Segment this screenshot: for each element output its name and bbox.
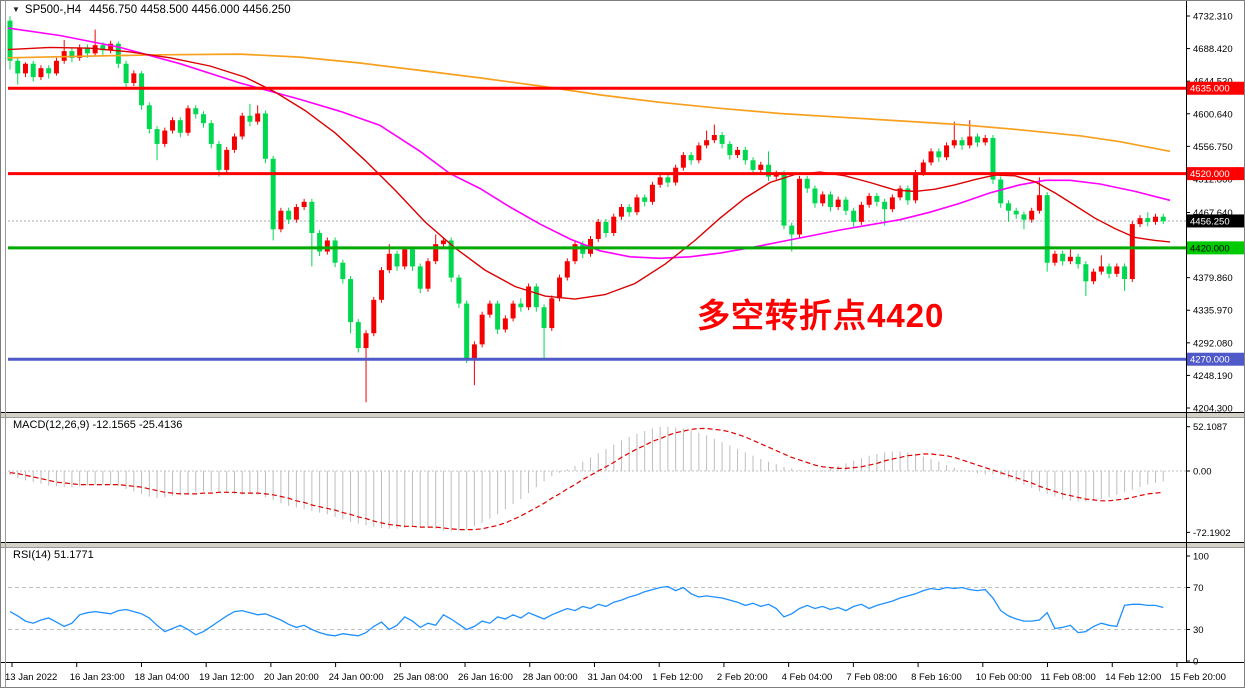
svg-text:4379.860: 4379.860 bbox=[1193, 273, 1233, 284]
svg-text:100: 100 bbox=[1193, 552, 1209, 563]
svg-text:8 Feb 16:00: 8 Feb 16:00 bbox=[911, 672, 962, 683]
main-price-panel bbox=[7, 16, 1186, 403]
ma-orange-line bbox=[7, 53, 1171, 153]
svg-text:20 Jan 20:00: 20 Jan 20:00 bbox=[264, 672, 319, 683]
svg-text:4248.190: 4248.190 bbox=[1193, 371, 1233, 382]
svg-text:4467.640: 4467.640 bbox=[1193, 208, 1233, 219]
svg-text:4292.080: 4292.080 bbox=[1193, 338, 1233, 349]
svg-text:16 Jan 23:00: 16 Jan 23:00 bbox=[70, 672, 125, 683]
svg-text:4688.420: 4688.420 bbox=[1193, 44, 1233, 55]
current-price-badge bbox=[1187, 214, 1244, 228]
symbol-timeframe-label: SP500-,H4 bbox=[24, 4, 82, 16]
svg-text:18 Jan 04:00: 18 Jan 04:00 bbox=[134, 672, 189, 683]
svg-text:4520.000: 4520.000 bbox=[1190, 169, 1230, 180]
svg-text:2 Feb 20:00: 2 Feb 20:00 bbox=[717, 672, 768, 683]
svg-text:31 Jan 04:00: 31 Jan 04:00 bbox=[587, 672, 642, 683]
macd-axis: 52.1087 0.00 -72.1902 bbox=[1186, 422, 1231, 539]
chart-header: ▼ SP500-,H4 4456.750 4458.500 4456.000 445… bbox=[12, 4, 291, 16]
chevron-down-icon[interactable]: ▼ bbox=[12, 5, 20, 14]
rsi-axis: 100 70 30 0 bbox=[1186, 552, 1209, 668]
macd-signal-line bbox=[9, 427, 1164, 531]
panel-frames bbox=[1, 413, 1244, 547]
svg-text:30: 30 bbox=[1193, 625, 1204, 636]
price-badge-4520 bbox=[1187, 167, 1244, 181]
macd-indicator-label: MACD(12,26,9) -12.1565 -25.4136 bbox=[13, 419, 183, 431]
svg-text:4732.310: 4732.310 bbox=[1193, 12, 1233, 23]
ma-magenta-line bbox=[7, 27, 1171, 260]
ohlc-quote-label: 4456.750 4458.500 4456.000 4456.250 bbox=[89, 4, 291, 16]
price-badge-4420 bbox=[1187, 241, 1244, 255]
svg-text:52.1087: 52.1087 bbox=[1193, 422, 1227, 433]
svg-text:4204.300: 4204.300 bbox=[1193, 403, 1233, 414]
svg-text:28 Jan 00:00: 28 Jan 00:00 bbox=[523, 672, 578, 683]
candles-layer bbox=[7, 16, 1166, 403]
svg-text:4456.250: 4456.250 bbox=[1190, 216, 1230, 227]
svg-text:24 Jan 00:00: 24 Jan 00:00 bbox=[329, 672, 384, 683]
svg-text:15 Feb 20:00: 15 Feb 20:00 bbox=[1170, 672, 1226, 683]
svg-text:4635.000: 4635.000 bbox=[1190, 84, 1230, 95]
svg-text:-72.1902: -72.1902 bbox=[1193, 528, 1231, 539]
svg-text:4556.750: 4556.750 bbox=[1193, 142, 1233, 153]
chart-annotation-text: 多空转折点4420 bbox=[697, 297, 945, 334]
svg-text:25 Jan 08:00: 25 Jan 08:00 bbox=[393, 672, 448, 683]
rsi-panel bbox=[8, 585, 1186, 637]
svg-text:13 Jan 2022: 13 Jan 2022 bbox=[5, 672, 57, 683]
svg-text:4420.000: 4420.000 bbox=[1190, 243, 1230, 254]
svg-text:1 Feb 12:00: 1 Feb 12:00 bbox=[652, 672, 703, 683]
svg-text:4270.000: 4270.000 bbox=[1190, 355, 1230, 366]
price-badge-4635 bbox=[1187, 81, 1244, 95]
price-badge-4270 bbox=[1187, 352, 1244, 366]
svg-text:11 Feb 08:00: 11 Feb 08:00 bbox=[1041, 672, 1096, 683]
price-axis: 4732.3104688.4204644.5304600.6404556.750… bbox=[1186, 12, 1244, 414]
svg-text:7 Feb 08:00: 7 Feb 08:00 bbox=[846, 672, 897, 683]
ma-red-line bbox=[7, 46, 1171, 300]
svg-text:4600.640: 4600.640 bbox=[1193, 109, 1233, 120]
svg-text:0.00: 0.00 bbox=[1193, 467, 1212, 478]
svg-text:10 Feb 00:00: 10 Feb 00:00 bbox=[976, 672, 1032, 683]
macd-histogram bbox=[9, 426, 1164, 532]
svg-text:19 Jan 12:00: 19 Jan 12:00 bbox=[199, 672, 254, 683]
svg-text:14 Feb 12:00: 14 Feb 12:00 bbox=[1105, 672, 1161, 683]
macd-panel bbox=[8, 426, 1186, 532]
svg-text:4 Feb 04:00: 4 Feb 04:00 bbox=[782, 672, 833, 683]
svg-text:70: 70 bbox=[1193, 583, 1204, 594]
svg-text:26 Jan 16:00: 26 Jan 16:00 bbox=[458, 672, 513, 683]
rsi-indicator-label: RSI(14) 51.1771 bbox=[13, 549, 94, 561]
svg-text:4335.970: 4335.970 bbox=[1193, 306, 1233, 317]
time-axis: 13 Jan 2022 16 Jan 23:00 18 Jan 04:00 19 Ja… bbox=[5, 663, 1226, 683]
svg-text:0: 0 bbox=[1193, 657, 1198, 668]
rsi-line bbox=[9, 585, 1164, 637]
